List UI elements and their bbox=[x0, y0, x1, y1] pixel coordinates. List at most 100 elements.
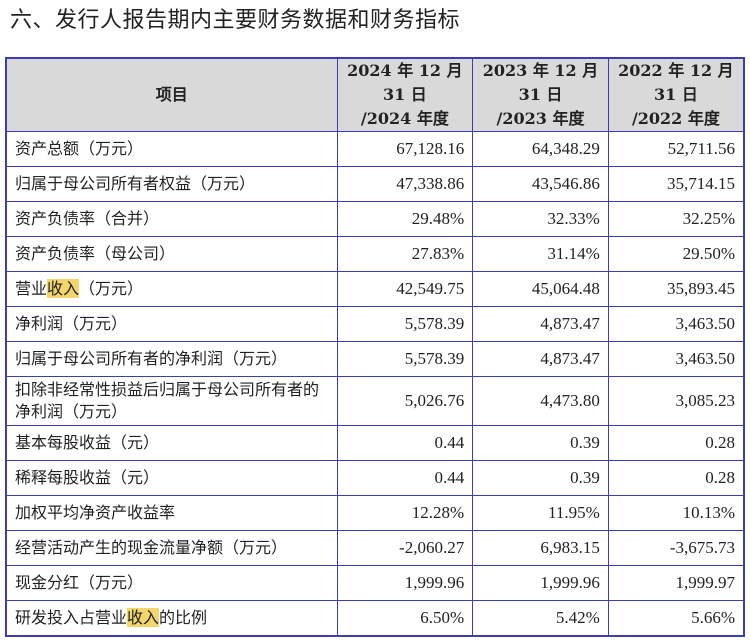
label-text: 资产负债率（母公司） bbox=[15, 244, 176, 263]
value-2024: 27.83% bbox=[336, 236, 474, 272]
header-line: /2022 年度 bbox=[631, 109, 720, 128]
row-label: 研发投入占营业收入的比例 bbox=[5, 600, 338, 637]
table-row: 现金分红（万元） 1,999.96 1,999.96 1,999.97 bbox=[5, 565, 745, 601]
value-2024: 5,578.39 bbox=[336, 306, 474, 342]
value-2022: 3,463.50 bbox=[607, 341, 745, 377]
value-2024: 0.44 bbox=[336, 460, 474, 496]
label-text: 归属于母公司所有者的净利润（万元） bbox=[15, 349, 288, 368]
table-row: 基本每股收益（元） 0.44 0.39 0.28 bbox=[5, 425, 745, 461]
row-label: 扣除非经常性损益后归属于母公司所有者的净利润（万元） bbox=[5, 376, 338, 426]
value-2023: 0.39 bbox=[472, 460, 609, 496]
label-text: 研发投入占营业 bbox=[15, 608, 128, 627]
value-2022: -3,675.73 bbox=[607, 530, 745, 566]
label-text: 基本每股收益（元） bbox=[15, 433, 160, 452]
header-line: 31 日 bbox=[518, 85, 563, 104]
row-label: 营业收入（万元） bbox=[5, 271, 338, 307]
value-2022: 29.50% bbox=[607, 236, 745, 272]
value-2023: 43,546.86 bbox=[472, 166, 609, 202]
row-label: 基本每股收益（元） bbox=[5, 425, 338, 461]
value-2023: 45,064.48 bbox=[472, 271, 609, 307]
value-2024: 0.44 bbox=[336, 425, 474, 461]
table-row: 研发投入占营业收入的比例 6.50% 5.42% 5.66% bbox=[5, 600, 745, 637]
label-text: 的比例 bbox=[159, 608, 208, 627]
section-title: 六、发行人报告期内主要财务数据和财务指标 bbox=[10, 8, 461, 33]
label-text: 经营活动产生的现金流量净额（万元） bbox=[15, 538, 288, 557]
row-label: 资产负债率（母公司） bbox=[5, 236, 338, 272]
value-2024: 29.48% bbox=[336, 201, 474, 237]
value-2023: 64,348.29 bbox=[472, 131, 609, 167]
value-2022: 35,893.45 bbox=[607, 271, 745, 307]
financial-data-table: 项目 2024 年 12 月 31 日/2024 年度 2023 年 12 月 31… bbox=[5, 57, 745, 637]
value-2024: 67,128.16 bbox=[336, 131, 474, 167]
value-2023: 1,999.96 bbox=[472, 565, 609, 601]
value-2022: 52,711.56 bbox=[607, 131, 745, 167]
value-2022: 3,463.50 bbox=[607, 306, 745, 342]
row-label: 资产负债率（合并） bbox=[5, 201, 338, 237]
header-line: 2022 年 12 月 bbox=[618, 61, 734, 80]
header-item: 项目 bbox=[5, 57, 338, 132]
table-row: 扣除非经常性损益后归属于母公司所有者的净利润（万元） 5,026.76 4,473.… bbox=[5, 376, 745, 426]
row-label: 加权平均净资产收益率 bbox=[5, 495, 338, 531]
row-label: 现金分红（万元） bbox=[5, 565, 338, 601]
header-line: 2023 年 12 月 bbox=[482, 61, 599, 80]
value-2022: 5.66% bbox=[607, 600, 745, 637]
header-line: 2024 年 12 月 bbox=[347, 61, 463, 80]
value-2024: 5,026.76 bbox=[336, 376, 474, 426]
label-text: 稀释每股收益（元） bbox=[15, 468, 160, 487]
value-2023: 31.14% bbox=[472, 236, 609, 272]
table-row: 归属于母公司所有者权益（万元） 47,338.86 43,546.86 35,714.… bbox=[5, 166, 745, 202]
label-text: 加权平均净资产收益率 bbox=[15, 503, 176, 522]
row-label: 稀释每股收益（元） bbox=[5, 460, 338, 496]
label-text: 净利润（万元） bbox=[15, 314, 128, 333]
header-2022: 2022 年 12 月 31 日/2022 年度 bbox=[607, 57, 745, 132]
value-2022: 1,999.97 bbox=[607, 565, 745, 601]
label-highlight: 收入 bbox=[47, 279, 80, 298]
value-2024: 5,578.39 bbox=[336, 341, 474, 377]
table-row: 资产负债率（合并） 29.48% 32.33% 32.25% bbox=[5, 201, 745, 237]
row-label: 经营活动产生的现金流量净额（万元） bbox=[5, 530, 338, 566]
value-2024: 6.50% bbox=[336, 600, 474, 637]
header-line: 31 日 bbox=[382, 85, 427, 104]
value-2022: 0.28 bbox=[607, 460, 745, 496]
value-2024: -2,060.27 bbox=[336, 530, 474, 566]
table-row: 营业收入（万元） 42,549.75 45,064.48 35,893.45 bbox=[5, 271, 745, 307]
value-2023: 4,473.80 bbox=[472, 376, 609, 426]
label-text: 归属于母公司所有者权益（万元） bbox=[15, 174, 256, 193]
label-text: 现金分红（万元） bbox=[15, 573, 144, 592]
table-row: 归属于母公司所有者的净利润（万元） 5,578.39 4,873.47 3,463.5… bbox=[5, 341, 745, 377]
table-row: 资产总额（万元） 67,128.16 64,348.29 52,711.56 bbox=[5, 131, 745, 167]
value-2023: 11.95% bbox=[472, 495, 609, 531]
label-text: 扣除非经常性损益后归属于母公司所有者的净利润（万元） bbox=[15, 380, 320, 421]
value-2022: 32.25% bbox=[607, 201, 745, 237]
label-text: 营业 bbox=[15, 279, 48, 298]
table-row: 经营活动产生的现金流量净额（万元） -2,060.27 6,983.15 -3,675… bbox=[5, 530, 745, 566]
row-label: 归属于母公司所有者的净利润（万元） bbox=[5, 341, 338, 377]
table-row: 加权平均净资产收益率 12.28% 11.95% 10.13% bbox=[5, 495, 745, 531]
value-2024: 47,338.86 bbox=[336, 166, 474, 202]
value-2022: 3,085.23 bbox=[607, 376, 745, 426]
label-highlight: 收入 bbox=[127, 608, 160, 627]
value-2024: 1,999.96 bbox=[336, 565, 474, 601]
row-label: 资产总额（万元） bbox=[5, 131, 338, 167]
row-label: 归属于母公司所有者权益（万元） bbox=[5, 166, 338, 202]
value-2022: 0.28 bbox=[607, 425, 745, 461]
header-2023: 2023 年 12 月 31 日/2023 年度 bbox=[472, 57, 609, 132]
table-row: 资产负债率（母公司） 27.83% 31.14% 29.50% bbox=[5, 236, 745, 272]
value-2023: 32.33% bbox=[472, 201, 609, 237]
value-2024: 12.28% bbox=[336, 495, 474, 531]
value-2023: 0.39 bbox=[472, 425, 609, 461]
value-2023: 4,873.47 bbox=[472, 341, 609, 377]
value-2022: 35,714.15 bbox=[607, 166, 745, 202]
table-header-row: 项目 2024 年 12 月 31 日/2024 年度 2023 年 12 月 31… bbox=[5, 57, 745, 132]
value-2022: 10.13% bbox=[607, 495, 745, 531]
header-2024: 2024 年 12 月 31 日/2024 年度 bbox=[336, 57, 474, 132]
label-text: （万元） bbox=[79, 279, 144, 298]
value-2023: 6,983.15 bbox=[472, 530, 609, 566]
header-line: /2024 年度 bbox=[360, 109, 449, 128]
table-row: 净利润（万元） 5,578.39 4,873.47 3,463.50 bbox=[5, 306, 745, 342]
row-label: 净利润（万元） bbox=[5, 306, 338, 342]
value-2024: 42,549.75 bbox=[336, 271, 474, 307]
value-2023: 5.42% bbox=[472, 600, 609, 637]
label-text: 资产总额（万元） bbox=[15, 139, 144, 158]
header-line: /2023 年度 bbox=[496, 109, 585, 128]
